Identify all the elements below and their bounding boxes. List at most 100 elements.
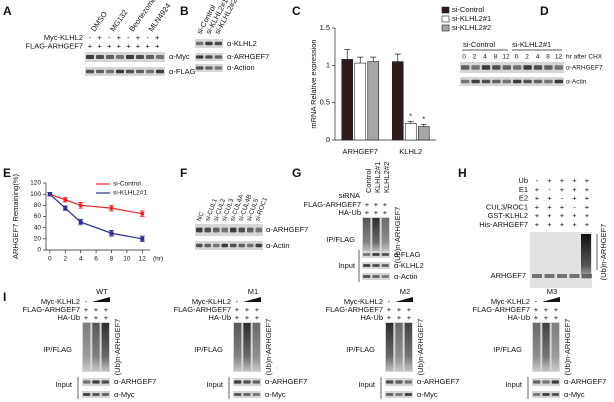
sign: + bbox=[136, 41, 141, 50]
label: Input bbox=[338, 261, 356, 270]
blot-band bbox=[554, 79, 563, 84]
blot-band bbox=[126, 69, 134, 74]
blot-band bbox=[101, 393, 109, 396]
sign: + bbox=[544, 313, 549, 322]
gradient-triangle bbox=[243, 297, 261, 302]
legend-label: si-Control bbox=[452, 5, 484, 14]
label: (Ub)n-ARHGEF7 bbox=[264, 319, 273, 376]
panel-label: B bbox=[180, 4, 189, 18]
sign: + bbox=[255, 313, 260, 322]
sign: - bbox=[127, 33, 130, 42]
gradient-triangle bbox=[92, 297, 110, 302]
sign: + bbox=[534, 305, 539, 314]
line bbox=[49, 193, 143, 215]
blot-smear bbox=[533, 323, 541, 371]
blot-band bbox=[255, 243, 262, 248]
blot-band bbox=[196, 41, 204, 46]
label: Input bbox=[505, 380, 523, 389]
panel-label: D bbox=[540, 4, 549, 18]
label: α-Actin bbox=[266, 241, 290, 250]
sign: + bbox=[535, 220, 540, 229]
label: FLAG-ARHGEF7 bbox=[472, 305, 530, 314]
sign: + bbox=[145, 41, 150, 50]
blot-band bbox=[363, 275, 371, 278]
blot-band bbox=[363, 253, 371, 256]
label: Input bbox=[55, 380, 73, 389]
sign: + bbox=[535, 211, 540, 220]
blot-band bbox=[221, 243, 228, 248]
bar bbox=[404, 123, 417, 141]
sign: + bbox=[383, 200, 388, 209]
blot-band bbox=[502, 79, 511, 84]
blot-band bbox=[533, 65, 543, 70]
label: α-FLAG bbox=[169, 67, 196, 76]
legend-swatch bbox=[441, 6, 450, 14]
y-tick-label: 60 bbox=[34, 213, 42, 220]
label: α-FLAG bbox=[394, 250, 421, 259]
label: α-KLHL2 bbox=[227, 39, 257, 48]
blot-band bbox=[252, 393, 260, 396]
time-label: 4 bbox=[536, 54, 540, 61]
blot-band bbox=[533, 380, 541, 384]
blot-band bbox=[395, 380, 403, 384]
label: α-ARHGEF7 bbox=[417, 377, 459, 386]
blot-smear bbox=[372, 218, 380, 252]
sign: + bbox=[547, 176, 552, 185]
column-label: NC bbox=[196, 211, 206, 223]
blot-band bbox=[461, 79, 470, 84]
blot-smear bbox=[234, 323, 242, 371]
blot-band bbox=[205, 41, 213, 46]
blot-band bbox=[230, 227, 237, 233]
blot-band bbox=[156, 69, 164, 74]
blot-band bbox=[106, 69, 114, 74]
blot-smear bbox=[252, 323, 260, 371]
blot-smear bbox=[551, 323, 559, 371]
sign: + bbox=[535, 185, 540, 194]
sign: - bbox=[236, 297, 239, 306]
sign: + bbox=[104, 313, 109, 322]
y-tick-label: 100 bbox=[30, 191, 41, 198]
sign: + bbox=[126, 41, 131, 50]
blot-band bbox=[252, 380, 260, 384]
legend-swatch bbox=[441, 24, 450, 32]
sign: + bbox=[534, 313, 539, 322]
sign: - bbox=[548, 185, 551, 194]
sign: + bbox=[554, 313, 559, 322]
label: α-ARHGEF7 bbox=[227, 52, 269, 61]
blot-band bbox=[481, 79, 491, 84]
blot-band bbox=[544, 79, 553, 84]
blot-band bbox=[136, 69, 144, 74]
label: Myc-KLHL2 bbox=[344, 297, 383, 306]
sign: + bbox=[97, 41, 102, 50]
label: α-ARHGEF7 bbox=[114, 377, 156, 386]
blot-band bbox=[214, 41, 222, 46]
time-label: 0 bbox=[462, 54, 466, 61]
sign: + bbox=[383, 208, 388, 217]
blot-band bbox=[404, 380, 412, 384]
sign: - bbox=[561, 194, 564, 203]
sign: + bbox=[374, 200, 379, 209]
marker bbox=[109, 206, 114, 211]
label: Myc-KLHL2 bbox=[44, 33, 83, 42]
label: HA-Ub bbox=[338, 208, 361, 217]
sign: + bbox=[535, 194, 540, 203]
blot-band bbox=[83, 380, 91, 384]
blot-smear bbox=[101, 323, 109, 371]
blot-band bbox=[381, 253, 389, 256]
marker bbox=[78, 220, 83, 225]
blot-band bbox=[461, 65, 470, 70]
label: Myc-KLHL2 bbox=[41, 297, 80, 306]
sign: + bbox=[560, 211, 565, 220]
blot-band bbox=[156, 55, 164, 59]
blot-band bbox=[101, 380, 109, 384]
blot-band bbox=[381, 275, 389, 278]
blot-band bbox=[106, 55, 114, 59]
sign: + bbox=[88, 41, 93, 50]
blot-band bbox=[238, 227, 245, 233]
blot-smear bbox=[395, 323, 403, 371]
label: IP/FLAG bbox=[326, 235, 355, 244]
label: (Ub)n-ARHGEF7 bbox=[599, 224, 608, 281]
error-bar bbox=[370, 56, 377, 62]
y-tick-label: 1 bbox=[326, 60, 330, 69]
blot-band bbox=[196, 55, 204, 59]
